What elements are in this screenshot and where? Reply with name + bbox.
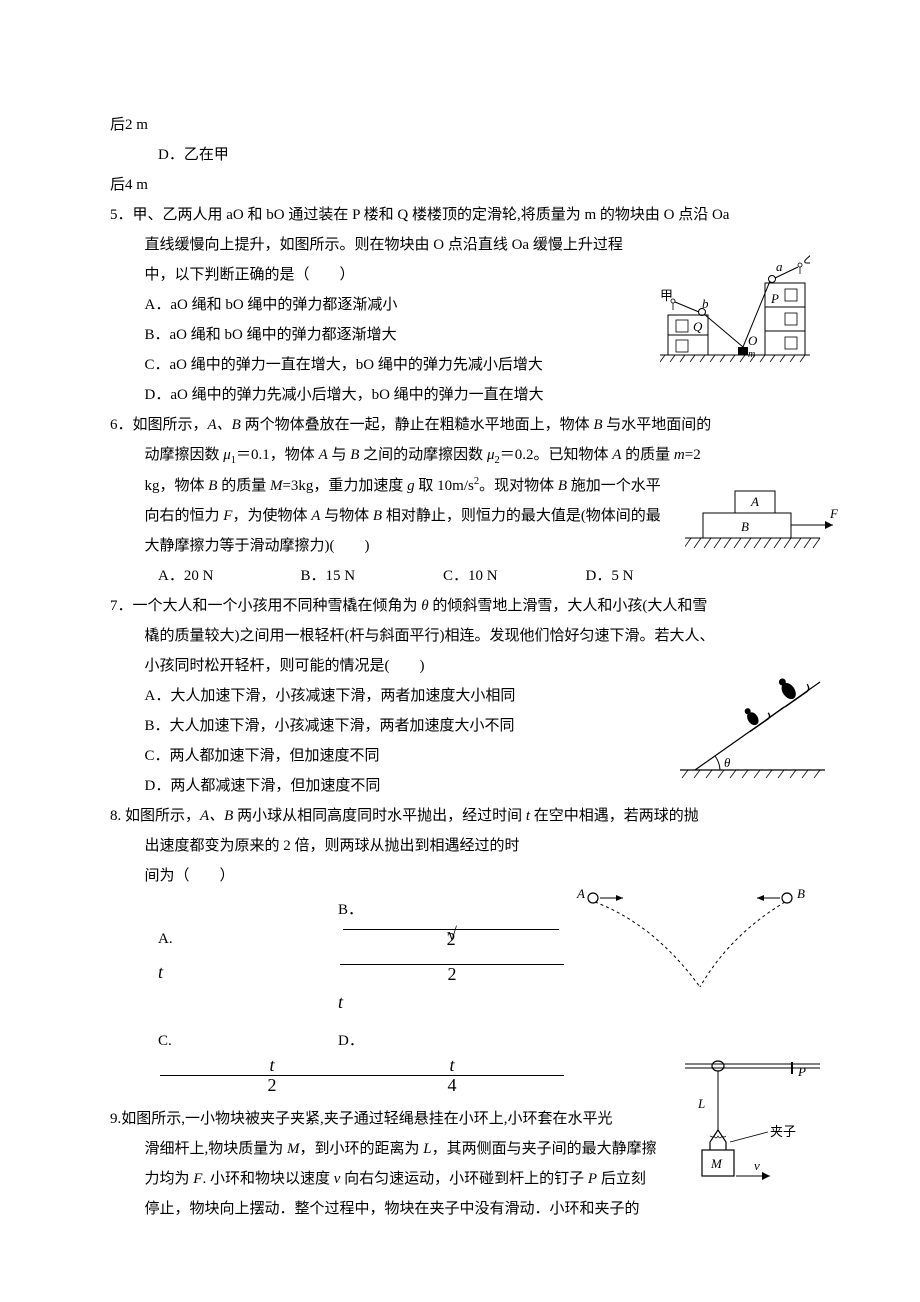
q6-stem-1: 6．如图所示，A、B 两个物体叠放在一起，静止在粗糙水平地面上，物体 B 与水平… [110,410,810,440]
q7-stem-2: 橇的质量较大)之间用一根轻杆(杆与斜面平行)相连。发现他们恰好匀速下滑。若大人、 [110,621,810,651]
q6-optC: C．10 N [443,561,586,591]
q8-optA: A.t [158,924,338,990]
q5-stem-3: 中，以下判断正确的是（ ） [110,260,810,290]
q5-optC: C．aO 绳中的弹力一直在增大，bO 绳中的弹力先减小后增大 [110,350,810,380]
q8-optC: C. t2 [158,1026,338,1095]
q7-stem-3: 小孩同时松开轻杆，则可能的情况是( ) [110,651,810,681]
q6-optB: B．15 N [301,561,444,591]
q8-stem-3: 间为（ ） [110,861,810,891]
q6-stem-3: kg，物体 B 的质量 M=3kg，重力加速度 g 取 10m/s2。现对物体 … [110,471,810,501]
q6-stem-4: 向右的恒力 F，为使物体 A 与物体 B 相对静止，则恒力的最大值是(物体间的最 [110,501,810,531]
q6-optD: D．5 N [586,561,729,591]
q8-optB: B． √2 2 t [338,895,518,1020]
q5-stem-2: 直线缓慢向上提升，如图所示。则在物块由 O 点沿直线 Oa 缓慢上升过程 [110,230,810,260]
q6-label-F: F [829,506,839,521]
q4-frag-a: 后2 m [110,110,810,140]
q4-frag-b: 后4 m [110,170,810,200]
q7-optC: C．两人都加速下滑，但加速度不同 [110,741,810,771]
q5-optD: D．aO 绳中的弹力先减小后增大，bO 绳中的弹力一直在增大 [110,380,810,410]
q6-optA: A．20 N [158,561,301,591]
q8-optD: D． t4 [338,1026,518,1095]
q8-stem-1: 8. 如图所示，A、B 两小球从相同高度同时水平抛出，经过时间 t 在空中相遇，… [110,801,810,831]
q7-optD: D．两人都减速下滑，但加速度不同 [110,771,810,801]
q6-stem-5: 大静摩擦力等于滑动摩擦力)( ) [110,531,810,561]
q8-options-row1: A.t B． √2 2 t [110,895,810,1020]
page: 后2 m D．乙在甲 后4 m 5．甲、乙两人用 aO 和 bO 通过装在 P … [0,0,920,1284]
q7-optB: B．大人加速下滑，小孩减速下滑，两者加速度大小不同 [110,711,810,741]
q5-optB: B．aO 绳和 bO 绳中的弹力都逐渐增大 [110,320,810,350]
q8-stem-2: 出速度都变为原来的 2 倍，则两球从抛出到相遇经过的时 [110,831,810,861]
q9-stem-2: 滑细杆上,物块质量为 M，到小环的距离为 L，其两侧面与夹子间的最大静摩擦 [110,1134,810,1164]
q4-optD: D．乙在甲 [110,140,810,170]
q5-stem-1: 5．甲、乙两人用 aO 和 bO 通过装在 P 楼和 Q 楼楼顶的定滑轮,将质量… [110,200,810,230]
q9-stem-4: 停止，物块向上摆动．整个过程中，物块在夹子中没有滑动．小环和夹子的 [110,1194,810,1224]
q6-options: A．20 N B．15 N C．10 N D．5 N [110,561,810,591]
q5-optA: A．aO 绳和 bO 绳中的弹力都逐渐减小 [110,290,810,320]
q8-options-row2: C. t2 D． t4 [110,1026,810,1095]
q7-optA: A．大人加速下滑，小孩减速下滑，两者加速度大小相同 [110,681,810,711]
q7-stem-1: 7．一个大人和一个小孩用不同种雪橇在倾角为 θ 的倾斜雪地上滑雪，大人和小孩(大… [110,591,810,621]
q9-stem-3: 力均为 F. 小环和物块以速度 v 向右匀速运动，小环碰到杆上的钉子 P 后立刻 [110,1164,810,1194]
q9-stem-1: 9.如图所示,一小物块被夹子夹紧,夹子通过轻绳悬挂在小环上,小环套在水平光 [110,1104,810,1134]
q6-stem-2: 动摩擦因数 μ1＝0.1，物体 A 与 B 之间的动摩擦因数 μ2＝0.2。已知… [110,440,810,471]
